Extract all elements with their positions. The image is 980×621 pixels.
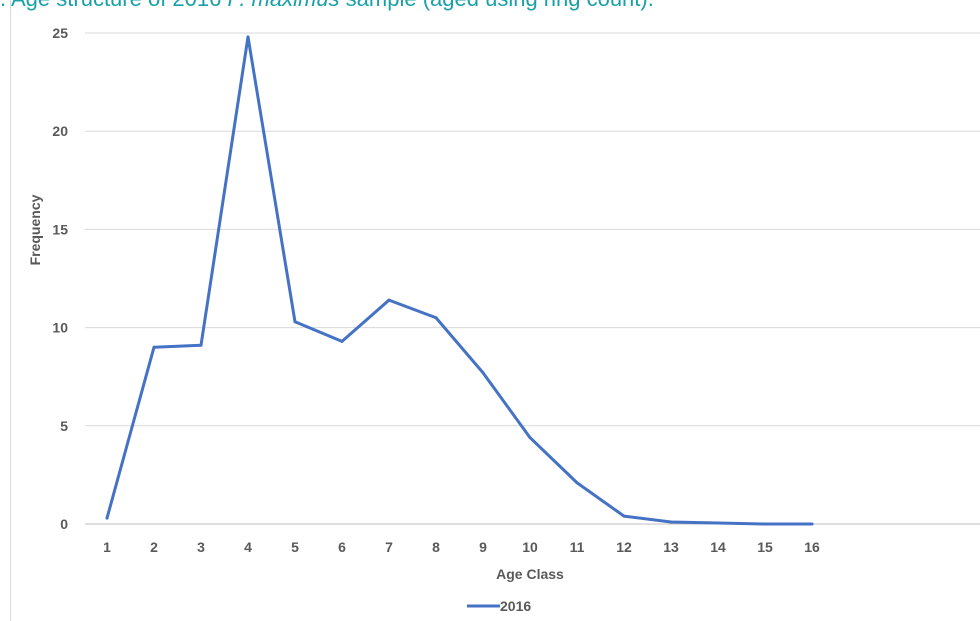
gridlines bbox=[85, 32, 980, 525]
x-tick-label-11: 11 bbox=[570, 539, 585, 555]
x-tick-label-16: 16 bbox=[804, 539, 820, 555]
data-point-2016-10 bbox=[528, 436, 532, 440]
x-tick-label-2: 2 bbox=[150, 539, 158, 555]
x-tick-label-13: 13 bbox=[663, 539, 679, 555]
y-tick-label-25: 25 bbox=[52, 25, 68, 41]
data-point-2016-6 bbox=[340, 339, 344, 343]
data-point-2016-1 bbox=[105, 516, 109, 520]
series-layer bbox=[105, 35, 814, 526]
series-line-2016 bbox=[105, 35, 814, 526]
y-axis-ticks: 0 5 10 15 20 25 bbox=[52, 25, 68, 532]
data-point-2016-5 bbox=[293, 320, 297, 324]
x-tick-label-4: 4 bbox=[244, 539, 252, 555]
chart-title-part-1: . Age structure of 2016 bbox=[0, 0, 227, 11]
x-tick-label-14: 14 bbox=[710, 539, 726, 555]
x-axis-ticks: 1 2 3 4 5 6 7 8 9 10 11 12 13 14 15 16 bbox=[103, 539, 820, 555]
x-tick-label-7: 7 bbox=[385, 539, 393, 555]
data-point-2016-14 bbox=[716, 521, 720, 525]
data-point-2016-7 bbox=[387, 298, 391, 302]
data-point-2016-4 bbox=[246, 35, 250, 39]
x-axis-label: Age Class bbox=[496, 566, 564, 582]
chart-frame-left-border bbox=[10, 0, 11, 621]
data-point-2016-3 bbox=[199, 343, 203, 347]
data-point-2016-2 bbox=[152, 345, 156, 349]
x-tick-label-1: 1 bbox=[103, 539, 111, 555]
legend: 2016 bbox=[467, 598, 531, 614]
data-point-2016-12 bbox=[622, 514, 626, 518]
x-tick-label-5: 5 bbox=[291, 539, 299, 555]
y-tick-label-15: 15 bbox=[52, 221, 68, 237]
x-tick-label-15: 15 bbox=[757, 539, 773, 555]
chart-title-part-2: P. maximus bbox=[227, 0, 339, 11]
chart-title-band: . Age structure of 2016 P. maximus sampl… bbox=[0, 0, 980, 20]
data-point-2016-16 bbox=[810, 522, 814, 526]
x-tick-label-3: 3 bbox=[197, 539, 205, 555]
data-point-2016-13 bbox=[669, 520, 673, 524]
x-tick-label-8: 8 bbox=[432, 539, 440, 555]
y-tick-label-20: 20 bbox=[52, 123, 68, 139]
x-tick-label-10: 10 bbox=[522, 539, 538, 555]
y-axis-label: Frequency bbox=[27, 194, 43, 265]
x-tick-label-6: 6 bbox=[338, 539, 346, 555]
data-point-2016-15 bbox=[763, 522, 767, 526]
x-tick-label-9: 9 bbox=[479, 539, 487, 555]
x-tick-label-12: 12 bbox=[616, 539, 632, 555]
data-point-2016-11 bbox=[575, 481, 579, 485]
legend-label-2016: 2016 bbox=[500, 598, 531, 614]
chart-title: . Age structure of 2016 P. maximus sampl… bbox=[0, 0, 654, 12]
data-point-2016-8 bbox=[434, 316, 438, 320]
data-point-2016-9 bbox=[481, 371, 485, 375]
chart-title-part-3: sample (aged using ring count). bbox=[340, 0, 654, 11]
y-tick-label-5: 5 bbox=[60, 418, 68, 434]
y-tick-label-10: 10 bbox=[52, 320, 68, 336]
y-tick-label-0: 0 bbox=[60, 516, 68, 532]
